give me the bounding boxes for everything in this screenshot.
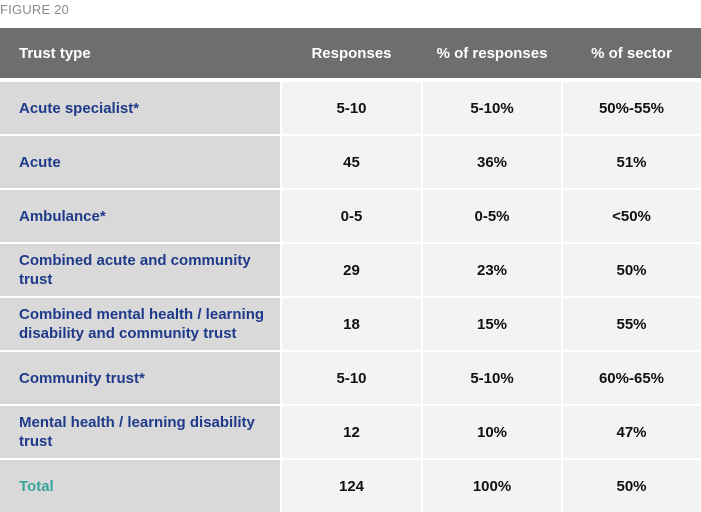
trust-type-cell: Ambulance* [0, 188, 282, 243]
header-pct-responses: % of responses [422, 28, 563, 80]
pct-responses-cell: 5-10% [422, 350, 563, 405]
pct-sector-cell: 51% [562, 134, 701, 189]
pct-responses-cell: 36% [422, 134, 563, 189]
table-row: Combined acute and community trust 29 23… [0, 242, 701, 297]
total-label-cell: Total [0, 458, 282, 512]
header-responses: Responses [281, 28, 423, 80]
table-total-row: Total 124 100% 50% [0, 458, 701, 512]
pct-responses-cell: 10% [422, 404, 563, 459]
table-row: Mental health / learning disability trus… [0, 404, 701, 459]
responses-cell: 5-10 [281, 78, 423, 135]
pct-responses-cell: 15% [422, 296, 563, 351]
table-header-row: Trust type Responses % of responses % of… [0, 28, 701, 80]
table-row: Combined mental health / learning disabi… [0, 296, 701, 351]
table-row: Ambulance* 0-5 0-5% <50% [0, 188, 701, 243]
pct-sector-cell: <50% [562, 188, 701, 243]
figure-label: FIGURE 20 [0, 2, 69, 17]
trust-type-table: Trust type Responses % of responses % of… [0, 28, 701, 512]
pct-responses-cell: 5-10% [422, 78, 563, 135]
trust-type-cell: Acute [0, 134, 282, 189]
trust-type-cell: Acute specialist* [0, 78, 282, 135]
trust-type-cell: Combined mental health / learning disabi… [0, 296, 282, 351]
trust-type-cell: Community trust* [0, 350, 282, 405]
responses-cell: 12 [281, 404, 423, 459]
pct-responses-cell: 23% [422, 242, 563, 297]
trust-type-cell: Combined acute and community trust [0, 242, 282, 297]
table-row: Acute specialist* 5-10 5-10% 50%-55% [0, 78, 701, 135]
trust-type-cell: Mental health / learning disability trus… [0, 404, 282, 459]
responses-cell: 18 [281, 296, 423, 351]
total-pct-sector-cell: 50% [562, 458, 701, 512]
responses-cell: 45 [281, 134, 423, 189]
pct-sector-cell: 50%-55% [562, 78, 701, 135]
table-row: Acute 45 36% 51% [0, 134, 701, 189]
total-pct-responses-cell: 100% [422, 458, 563, 512]
header-pct-sector: % of sector [562, 28, 701, 80]
header-trust-type: Trust type [0, 28, 282, 80]
responses-cell: 0-5 [281, 188, 423, 243]
pct-sector-cell: 47% [562, 404, 701, 459]
pct-responses-cell: 0-5% [422, 188, 563, 243]
total-responses-cell: 124 [281, 458, 423, 512]
responses-cell: 29 [281, 242, 423, 297]
pct-sector-cell: 55% [562, 296, 701, 351]
table-row: Community trust* 5-10 5-10% 60%-65% [0, 350, 701, 405]
responses-cell: 5-10 [281, 350, 423, 405]
pct-sector-cell: 50% [562, 242, 701, 297]
pct-sector-cell: 60%-65% [562, 350, 701, 405]
